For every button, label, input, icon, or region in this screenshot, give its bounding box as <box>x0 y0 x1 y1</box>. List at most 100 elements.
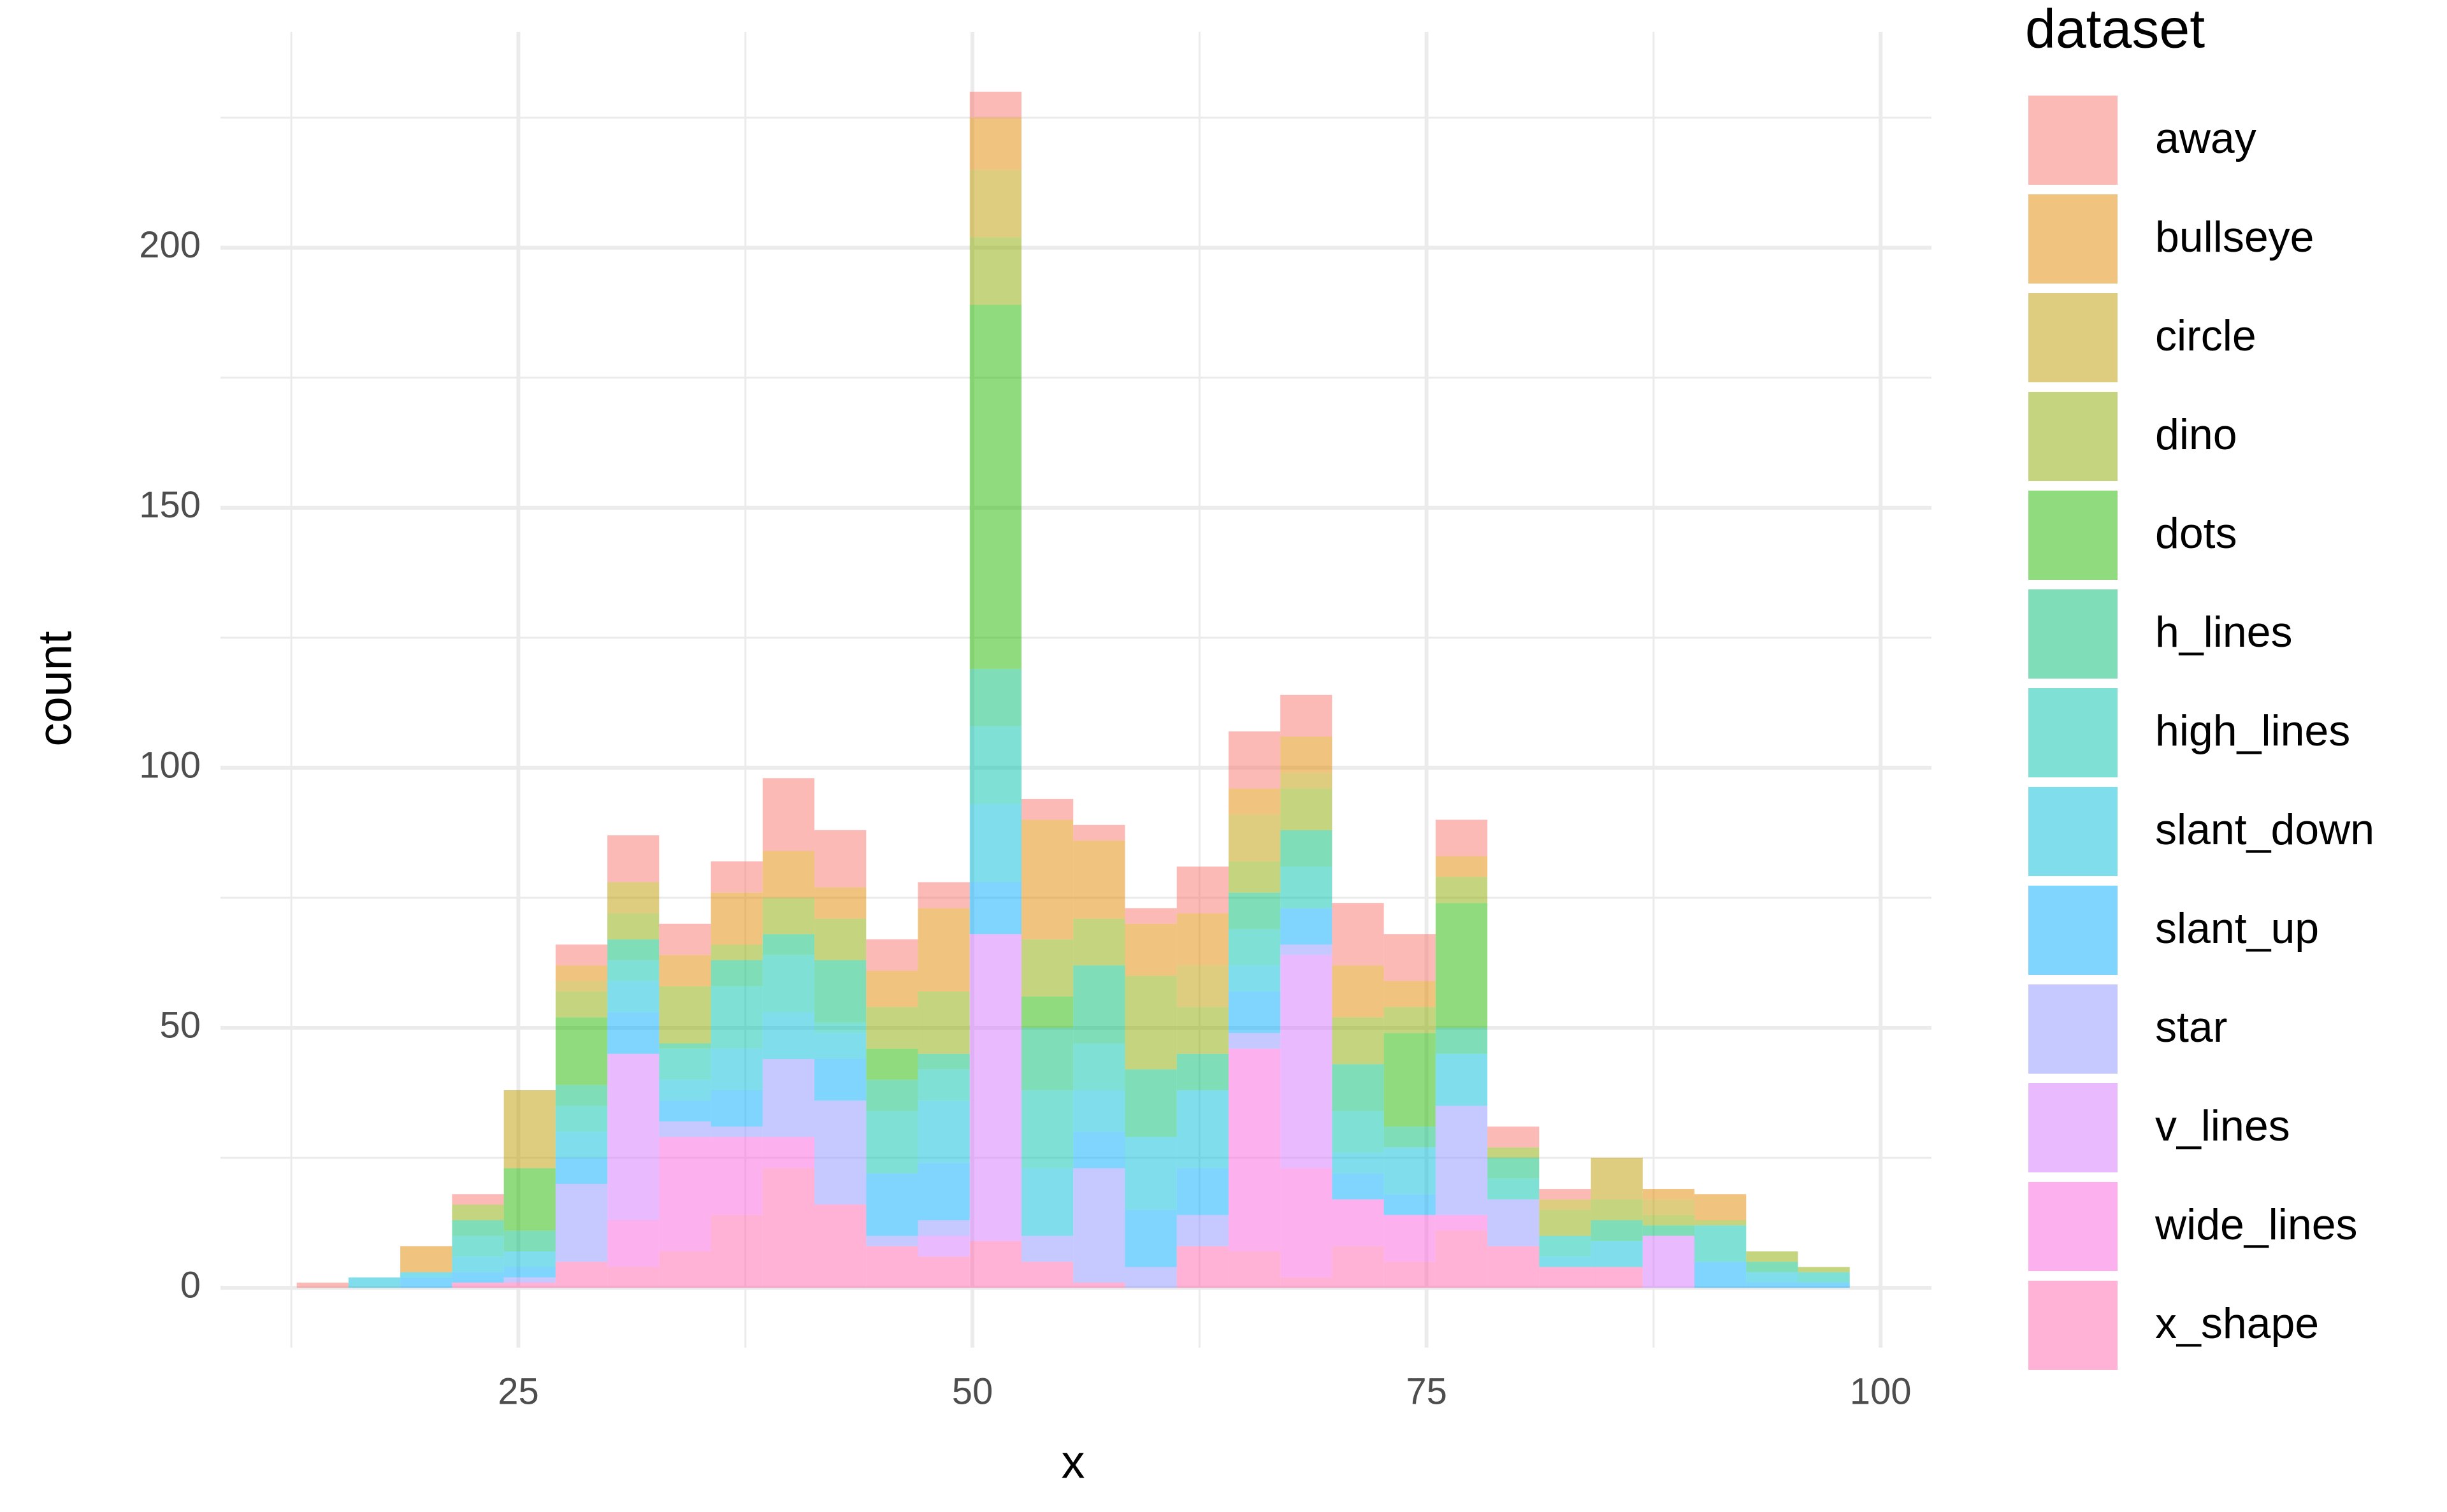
histogram-bar <box>1332 1111 1384 1153</box>
histogram-bar <box>555 1105 608 1132</box>
histogram-bar <box>503 1267 556 1278</box>
histogram-bar <box>1746 1282 1798 1288</box>
histogram-bar <box>1487 1246 1540 1288</box>
histogram-bar <box>762 778 815 851</box>
histogram-bar <box>607 960 660 981</box>
histogram-bar <box>1228 1251 1281 1288</box>
histogram-bar <box>1021 1235 1074 1262</box>
histogram-bar <box>969 726 1021 805</box>
histogram-bar <box>1228 965 1281 991</box>
histogram-bar <box>1746 1262 1798 1272</box>
histogram-bar <box>866 1007 918 1049</box>
histogram-bar <box>1280 954 1332 1169</box>
histogram-bar <box>1798 1272 1850 1283</box>
histogram-bar <box>1591 1158 1643 1200</box>
histogram-bar <box>1280 867 1332 909</box>
histogram-bar <box>1280 908 1332 945</box>
histogram-bar <box>400 1272 452 1278</box>
y-tick-label: 0 <box>180 1264 201 1306</box>
histogram-bar <box>452 1282 504 1288</box>
histogram-bar <box>711 1090 763 1127</box>
histogram-bar <box>1539 1199 1591 1210</box>
histogram-bar <box>607 1220 660 1267</box>
histogram-bar <box>659 1121 711 1137</box>
histogram-bar <box>555 981 608 991</box>
histogram-bar <box>1228 928 1281 966</box>
legend-swatch <box>2028 787 2118 876</box>
histogram-bar <box>969 934 1021 1241</box>
histogram-bar <box>969 237 1021 305</box>
histogram-bar <box>1332 903 1384 966</box>
legend-label: away <box>2155 114 2256 162</box>
histogram-bar <box>1435 1214 1488 1231</box>
histogram-bar <box>866 1235 918 1246</box>
histogram-bar <box>1539 1209 1591 1236</box>
legend-label: slant_down <box>2155 805 2374 854</box>
histogram-bar <box>1280 773 1332 789</box>
histogram-bar <box>348 1277 401 1288</box>
histogram-bar <box>1073 1132 1125 1169</box>
histogram-bar <box>659 1251 711 1288</box>
legend-swatch <box>2028 886 2118 975</box>
histogram-bar <box>918 1100 970 1163</box>
histogram-bar <box>1694 1262 1747 1288</box>
histogram-bar <box>1073 1282 1125 1288</box>
histogram-bar <box>918 1256 970 1288</box>
histogram-bar <box>1228 1033 1281 1049</box>
y-tick-label: 50 <box>159 1004 201 1046</box>
histogram-bar <box>918 1069 970 1101</box>
histogram-bar <box>969 804 1021 882</box>
histogram-bar <box>1176 913 1229 966</box>
histogram-bar <box>1125 908 1177 924</box>
histogram-bar <box>814 960 867 1023</box>
histogram-bar <box>555 1183 608 1262</box>
histogram-bar <box>1280 695 1332 737</box>
histogram-bar <box>1642 1214 1695 1226</box>
histogram-bar <box>866 1173 918 1236</box>
histogram-bar <box>1332 1199 1384 1246</box>
histogram-bar <box>1176 965 1229 1007</box>
histogram-bar <box>659 954 711 986</box>
x-tick-label: 25 <box>498 1371 539 1412</box>
legend-label: dino <box>2155 410 2237 459</box>
histogram-bar <box>1073 1043 1125 1090</box>
histogram-bar <box>1176 1214 1229 1246</box>
x-tick-label: 75 <box>1406 1371 1447 1412</box>
histogram-bar <box>969 668 1021 726</box>
y-axis-title: count <box>29 631 82 746</box>
legend-swatch <box>2028 96 2118 185</box>
histogram-bar <box>452 1194 504 1205</box>
legend-label: high_lines <box>2155 707 2350 755</box>
histogram-bar <box>607 939 660 960</box>
histogram-bar <box>1021 1028 1074 1090</box>
histogram-bar <box>1228 892 1281 929</box>
histogram-bar <box>1487 1158 1540 1179</box>
histogram-bar <box>1539 1267 1591 1288</box>
histogram-bar <box>555 944 608 966</box>
histogram-bar <box>711 1137 763 1215</box>
histogram-bar <box>1383 1127 1436 1148</box>
x-tick-label: 50 <box>952 1371 993 1412</box>
histogram-bar <box>1383 1007 1436 1033</box>
histogram-bar <box>659 1100 711 1121</box>
histogram-bar <box>762 1137 815 1169</box>
histogram-bar <box>1694 1220 1747 1226</box>
histogram-bar <box>1383 1262 1436 1288</box>
histogram-bar <box>503 1090 556 1169</box>
histogram-bar <box>969 1241 1021 1288</box>
legend-label: h_lines <box>2155 608 2293 656</box>
legend-label: x_shape <box>2155 1299 2319 1348</box>
histogram-bar <box>400 1246 452 1272</box>
histogram-bar <box>1383 981 1436 1007</box>
x-tick-label: 100 <box>1850 1371 1912 1412</box>
legend-label: dots <box>2155 509 2237 558</box>
histogram-bar <box>1383 934 1436 981</box>
histogram-bar <box>866 1079 918 1111</box>
histogram-bar <box>1383 1214 1436 1262</box>
histogram-bar <box>1332 1017 1384 1065</box>
histogram-bar <box>607 1267 660 1288</box>
histogram-bar <box>659 986 711 1044</box>
histogram-bar <box>452 1235 504 1257</box>
histogram-bar <box>969 305 1021 669</box>
